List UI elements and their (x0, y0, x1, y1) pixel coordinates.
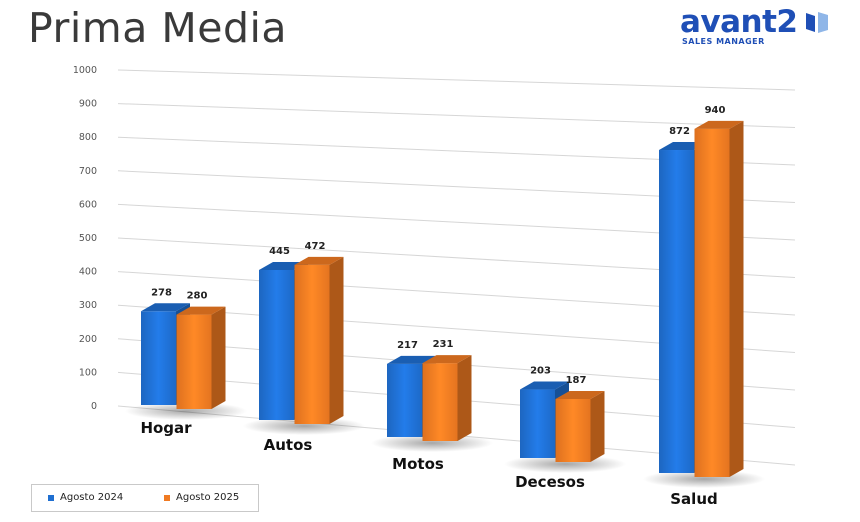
y-tick-label: 400 (79, 267, 97, 278)
y-tick-label: 700 (79, 166, 97, 177)
data-label: 940 (705, 105, 726, 116)
bar-hogar-2025 (176, 314, 212, 409)
data-label: 472 (305, 241, 326, 252)
bar-salud-2024 (659, 150, 694, 473)
bar-autos-2024 (259, 269, 294, 420)
gridline (117, 69, 796, 91)
bar-shadow (243, 417, 365, 435)
bar-hogar-2025-side (211, 306, 226, 409)
x-category-label: Motos (392, 455, 444, 473)
chart-legend: Agosto 2024 Agosto 2025 (31, 484, 259, 512)
bar-motos-2024-top (387, 355, 436, 364)
bar-salud-2025-top (694, 120, 744, 129)
bar-salud-2025-side (729, 120, 744, 477)
bar-motos-2025-top (422, 355, 472, 364)
legend-swatch-2025 (164, 494, 170, 501)
logo-tagline: SALES MANAGER (682, 37, 765, 46)
y-tick-label: 1000 (73, 65, 97, 76)
y-tick-label: 800 (79, 132, 97, 143)
y-tick-label: 500 (79, 233, 97, 244)
legend-label-2024: Agosto 2024 (60, 492, 124, 503)
y-tick-label: 0 (91, 401, 97, 412)
y-tick-label: 200 (79, 334, 97, 345)
x-category-label: Salud (670, 490, 717, 508)
bar-motos-2024 (387, 363, 422, 437)
bar-decesos-2024 (520, 389, 555, 458)
data-label: 203 (530, 366, 551, 377)
y-tick-label: 100 (79, 367, 97, 378)
bar-decesos-2025 (555, 398, 591, 462)
bar-motos-2025-side (457, 355, 472, 441)
logo-wordmark: avant2 (680, 4, 798, 40)
data-label: 187 (566, 375, 587, 386)
bar-shadow (371, 434, 493, 452)
bar-autos-2025-side (329, 256, 344, 424)
data-label: 231 (433, 339, 454, 350)
bar-autos-2025-top (294, 256, 344, 265)
x-category-label: Hogar (140, 419, 192, 437)
bar-shadow (504, 455, 626, 473)
data-label: 445 (269, 246, 290, 257)
x-category-label: Autos (264, 436, 313, 454)
data-label: 280 (187, 291, 208, 302)
x-category-label: Decesos (515, 473, 585, 491)
data-label: 217 (397, 340, 418, 351)
legend-item-2024: Agosto 2024 (48, 492, 123, 503)
bar-autos-2025 (294, 264, 330, 424)
page-title: Prima Media (28, 4, 287, 52)
y-tick-label: 900 (79, 99, 97, 110)
bar-shadow (643, 470, 765, 488)
bar-motos-2025 (422, 363, 458, 441)
legend-label-2025: Agosto 2025 (176, 492, 240, 503)
y-tick-label: 600 (79, 199, 97, 210)
y-tick-label: 300 (79, 300, 97, 311)
brand-logo: avant2 SALES MANAGER (680, 4, 840, 50)
bar-hogar-2024-top (141, 303, 190, 312)
legend-item-2025: Agosto 2025 (164, 492, 239, 503)
bar-decesos-2025-top (555, 390, 605, 399)
logo-mark-icon (806, 12, 828, 33)
gridline (117, 103, 796, 128)
bar-hogar-2024 (141, 311, 176, 405)
bar-decesos-2025-side (590, 390, 605, 462)
legend-swatch-2024 (48, 494, 54, 501)
data-label: 872 (669, 126, 690, 137)
bar-salud-2025 (694, 128, 730, 477)
bar-decesos-2024-top (520, 381, 569, 390)
bar-hogar-2025-top (176, 306, 226, 315)
data-label: 278 (151, 287, 172, 298)
bar-shadow (125, 402, 247, 420)
